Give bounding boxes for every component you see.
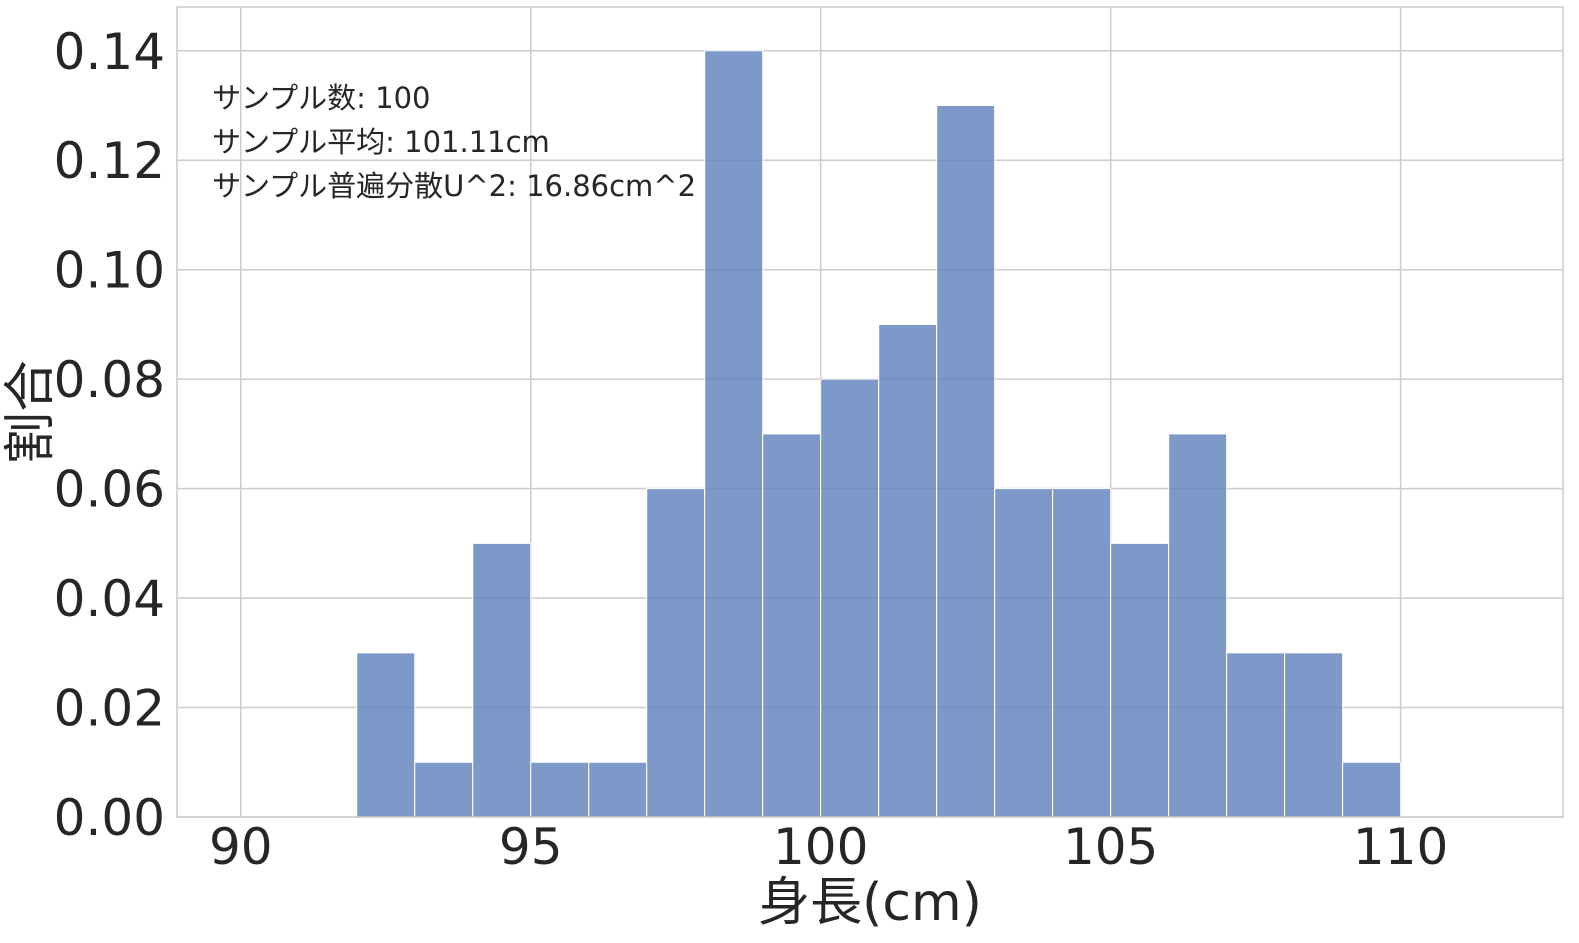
histogram-bars: [356, 50, 1402, 818]
histogram-bar: [1284, 652, 1344, 818]
histogram-bar: [588, 761, 648, 818]
y-tick-label: 0.10: [54, 242, 165, 300]
y-tick-label: 0.04: [54, 570, 165, 628]
histogram-bar: [472, 542, 532, 818]
annotation-box: サンプル数: 100 サンプル平均: 101.11cm サンプル普遍分散U^2:…: [212, 81, 696, 203]
histogram-bar: [646, 488, 706, 818]
x-tick-label: 90: [209, 818, 273, 876]
y-tick-label: 0.12: [54, 132, 165, 190]
histogram-bar: [704, 50, 764, 818]
x-axis-title: 身長(cm): [758, 873, 982, 933]
y-axis-title: 割合: [1, 360, 61, 464]
y-tick-label: 0.08: [54, 351, 165, 409]
histogram-bar: [1342, 761, 1402, 818]
histogram-bar: [414, 761, 474, 818]
histogram-bar: [1110, 542, 1170, 818]
histogram-bar: [1168, 433, 1228, 818]
histogram-bar: [530, 761, 590, 818]
y-tick-label: 0.14: [54, 23, 165, 81]
histogram-bar: [1226, 652, 1286, 818]
histogram-bar: [994, 488, 1054, 818]
histogram-bar: [878, 323, 938, 818]
annotation-unbiased-variance: サンプル普遍分散U^2: 16.86cm^2: [212, 169, 696, 203]
y-tick-label: 0.02: [54, 680, 165, 738]
histogram-bar: [820, 378, 880, 818]
y-tick-label: 0.06: [54, 461, 165, 519]
x-tick-label: 110: [1353, 818, 1448, 876]
plot-frame: [176, 6, 1564, 818]
histogram-bar: [762, 433, 822, 818]
histogram-bar: [1052, 488, 1112, 818]
annotation-sample-count: サンプル数: 100: [212, 81, 430, 115]
histogram-bar: [356, 652, 416, 818]
y-tick-labels: 0.00 0.02 0.04 0.06 0.08 0.10 0.12 0.14: [54, 23, 165, 847]
x-tick-label: 95: [499, 818, 563, 876]
x-tick-labels: 90 95 100 105 110: [209, 818, 1448, 876]
x-tick-label: 105: [1063, 818, 1158, 876]
histogram-bar: [936, 105, 996, 818]
x-tick-label: 100: [773, 818, 868, 876]
annotation-sample-mean: サンプル平均: 101.11cm: [212, 125, 550, 159]
y-tick-label: 0.00: [54, 789, 165, 847]
